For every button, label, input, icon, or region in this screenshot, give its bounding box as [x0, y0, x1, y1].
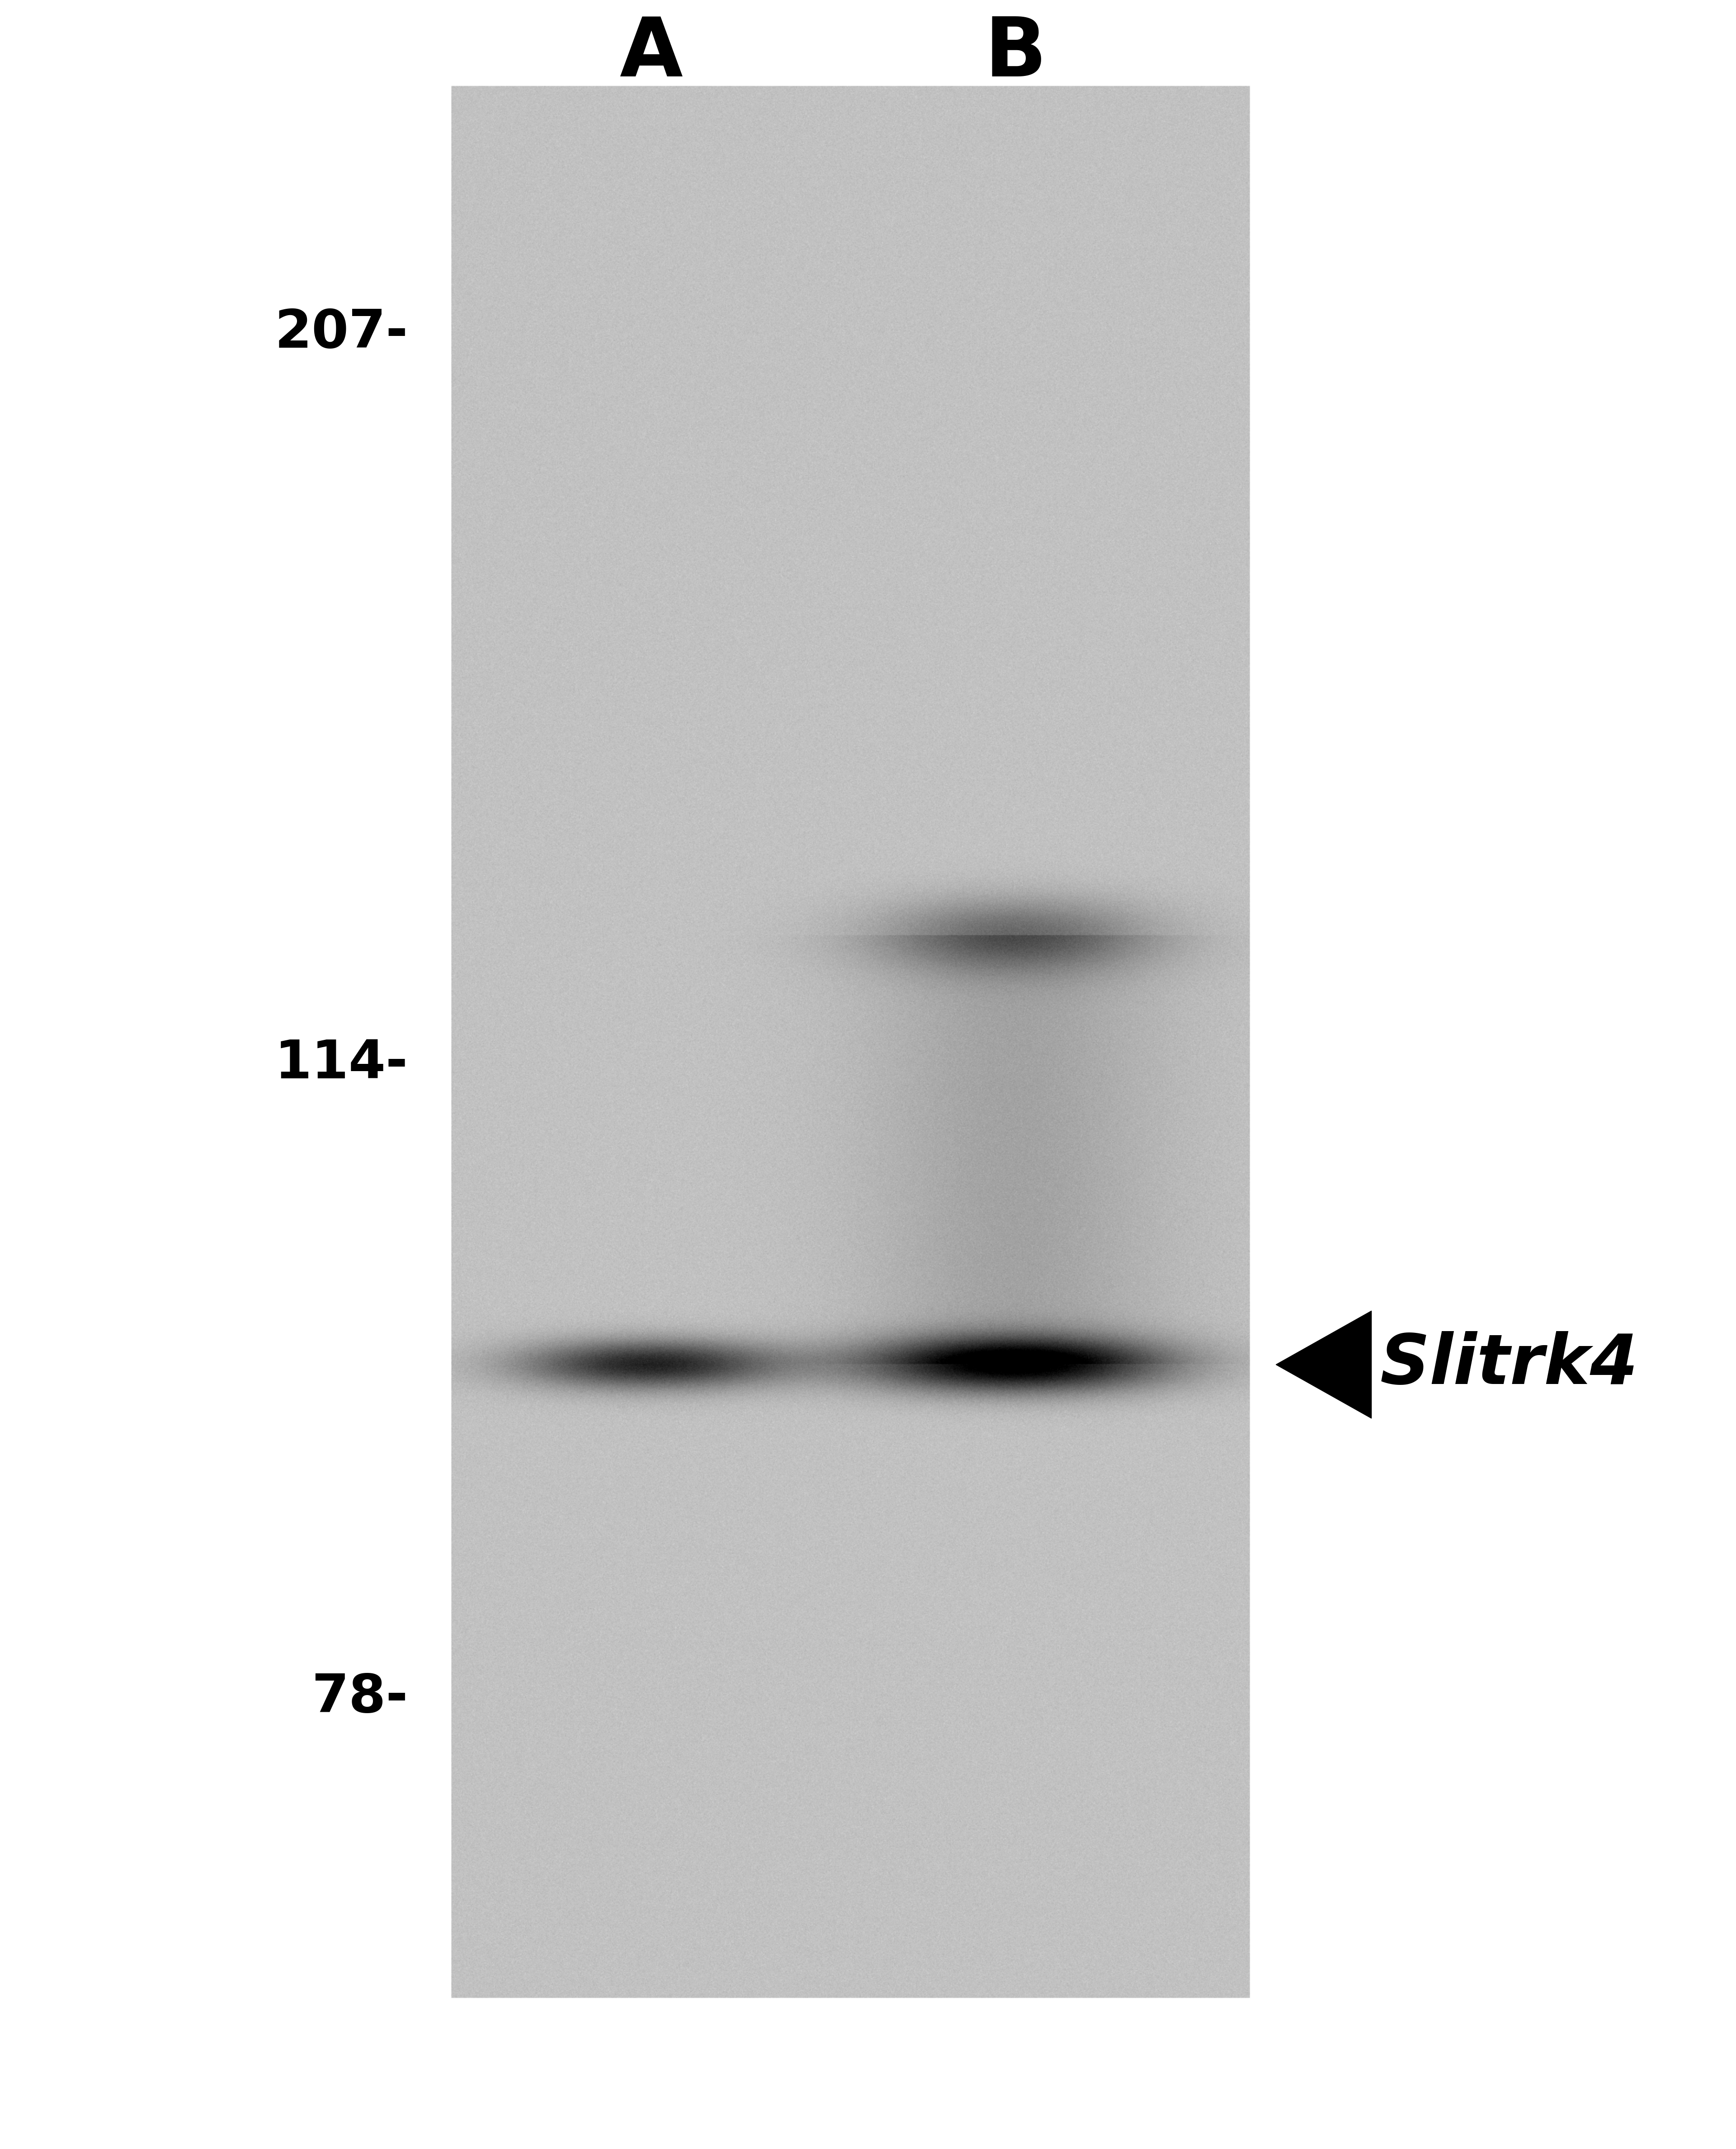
Text: 207-: 207-	[274, 307, 408, 359]
Text: Slitrk4: Slitrk4	[1380, 1330, 1639, 1399]
Polygon shape	[1276, 1311, 1371, 1418]
Text: A: A	[620, 13, 682, 95]
Text: 78-: 78-	[311, 1672, 408, 1723]
Text: 114-: 114-	[274, 1038, 408, 1090]
Text: B: B	[984, 13, 1047, 95]
